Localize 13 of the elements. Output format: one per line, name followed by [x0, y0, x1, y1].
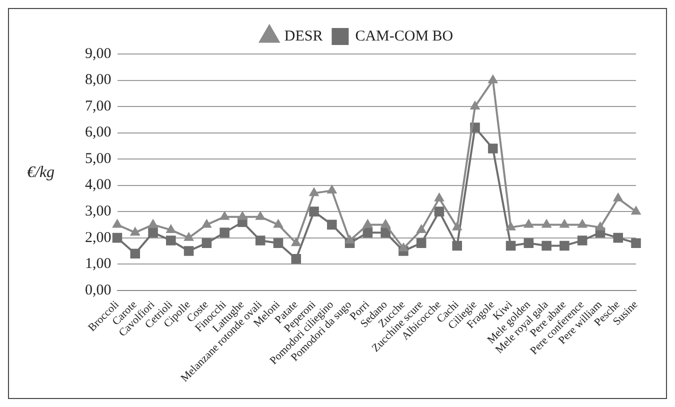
- y-tick-label: 3,00: [85, 204, 112, 220]
- y-tick-label: 4,00: [85, 177, 112, 194]
- y-tick-label: 9,00: [85, 46, 112, 62]
- y-tick-label: 2,00: [85, 230, 112, 246]
- y-tick-label: 7,00: [85, 98, 112, 114]
- y-tick-label: 5,00: [85, 150, 112, 167]
- y-axis-title: €/kg: [27, 164, 55, 182]
- y-tick-label: 6,00: [85, 124, 112, 141]
- y-tick-label: 8,00: [85, 72, 112, 88]
- legend-label: CAM-COM BO: [355, 28, 454, 44]
- y-tick-label: 1,00: [85, 256, 112, 272]
- legend-label: DESR: [284, 28, 323, 44]
- y-tick-label: 0,00: [85, 282, 112, 298]
